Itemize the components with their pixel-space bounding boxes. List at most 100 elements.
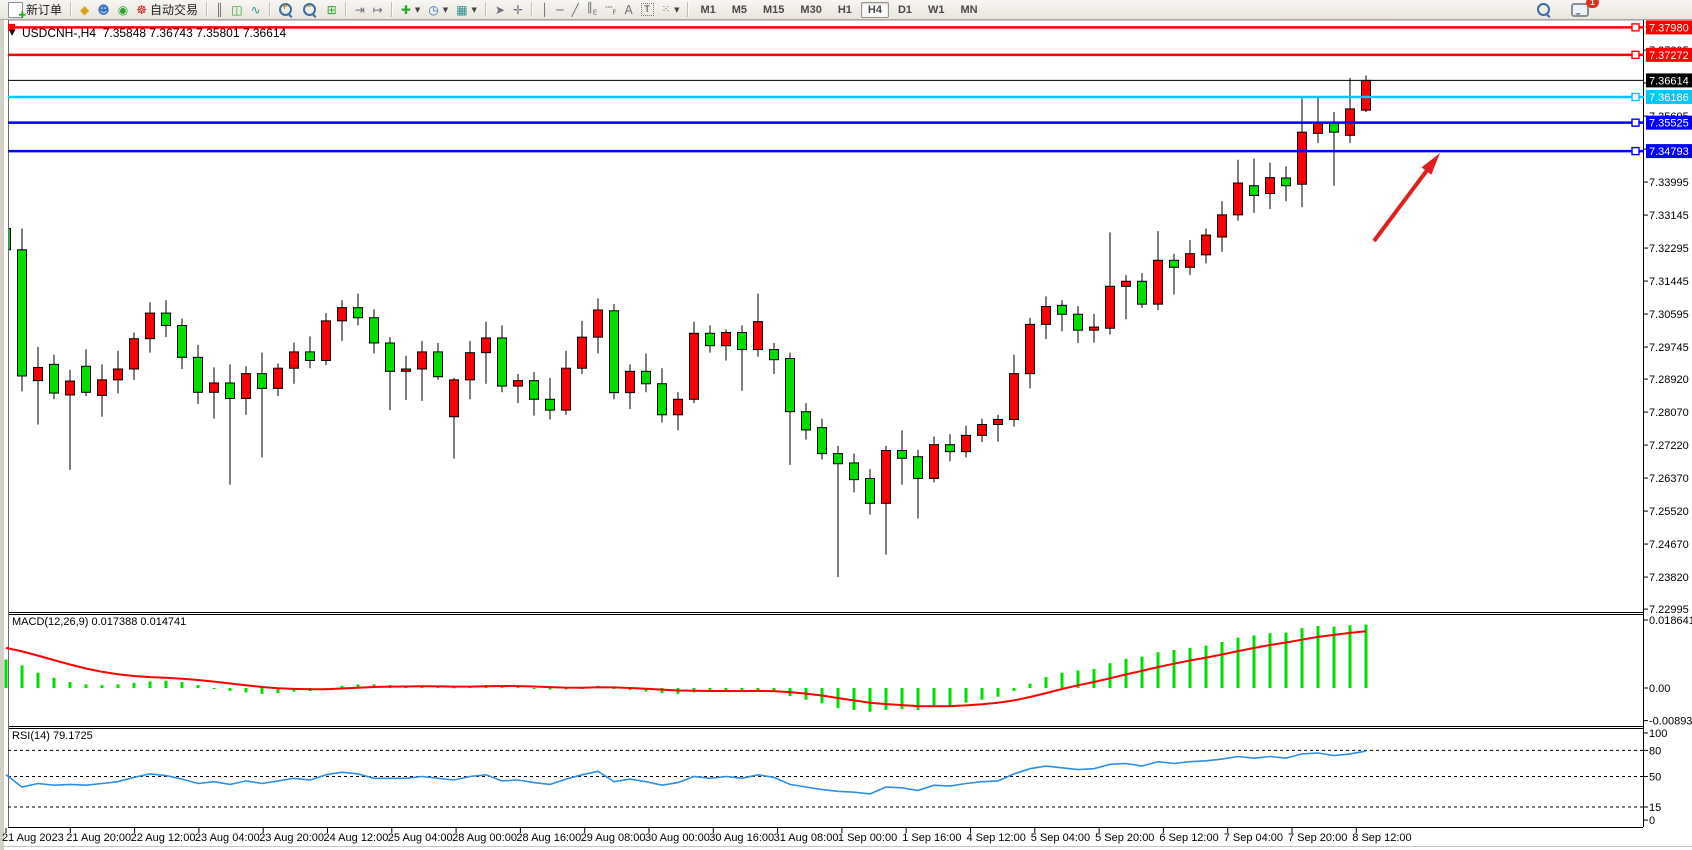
toolbar-separator (531, 2, 534, 17)
tf-m1-button[interactable]: M1 (693, 2, 722, 18)
hline-7.34793[interactable] (8, 146, 1644, 156)
candlestick-icon: ◫ (231, 2, 243, 17)
tf-m15-button[interactable]: M15 (756, 2, 791, 18)
new-order-button[interactable]: ✚ 新订单 (4, 1, 66, 21)
candle-body (465, 352, 475, 381)
price-tick-label: 7.28920 (1649, 374, 1689, 386)
line-chart-button[interactable]: ∿ (247, 1, 265, 19)
signals-button[interactable]: ◉ (114, 1, 132, 19)
hline-handle[interactable] (1631, 146, 1640, 156)
hline-7.37272[interactable] (8, 50, 1644, 60)
macd-bar (196, 685, 200, 689)
candle-body (225, 382, 235, 399)
search-button[interactable] (1533, 1, 1557, 19)
tf-h4-button[interactable]: H4 (860, 1, 889, 18)
tf-m30-button[interactable]: M30 (793, 2, 828, 18)
equidistant-channel-button[interactable]: ∥E (583, 0, 601, 19)
chart-menu-triangle-icon[interactable]: ▼ (9, 28, 16, 37)
time-label: 7 Sep 20:00 (1288, 832, 1347, 844)
rsi-indicator-label: RSI(14) 79.1725 (12, 730, 93, 742)
candle-body (785, 358, 795, 413)
hline-handle[interactable] (1631, 23, 1640, 32)
indicators-icon: ✚ (400, 2, 411, 17)
text-label-button[interactable]: T (637, 1, 658, 19)
candle-body (689, 332, 699, 400)
text-button[interactable]: A (620, 1, 636, 19)
candle-body (481, 337, 491, 354)
chart-shift-button[interactable]: ↦ (369, 1, 387, 19)
zoom-in-button[interactable]: + (275, 1, 299, 19)
hline-handle[interactable] (8, 23, 15, 31)
candlestick-chart-button[interactable]: ◫ (227, 1, 246, 19)
candle-body (1201, 234, 1211, 256)
hline-handle[interactable] (1631, 92, 1640, 102)
tile-windows-button[interactable]: ⊞ (323, 1, 341, 19)
crosshair-button[interactable]: ✛ (509, 1, 527, 19)
search-icon (1537, 3, 1550, 16)
arrows-button[interactable]: ⁙ ▼ (658, 1, 684, 19)
price-tag-7.34793: 7.34793 (1646, 144, 1692, 159)
macd-axis[interactable]: 0.018641 0.00 -0.008934 (1643, 615, 1692, 728)
candle-body (257, 373, 267, 389)
chart-shift-icon: ↦ (372, 2, 383, 17)
chevron-down-icon: ▼ (674, 5, 680, 14)
candles (9, 75, 1371, 578)
candle-body (145, 312, 155, 340)
indicators-button[interactable]: ✚ ▼ (397, 1, 424, 19)
macd-bar (1012, 688, 1016, 691)
zoom-out-button[interactable]: − (299, 1, 323, 19)
bar-chart-button[interactable]: ║ (212, 1, 227, 19)
tf-h1-button[interactable]: H1 (831, 2, 859, 18)
time-axis[interactable]: 21 Aug 2023 21 Aug 20:00 22 Aug 12:00 23 Au… (2, 828, 1412, 844)
macd-bar (1236, 637, 1240, 689)
auto-scroll-button[interactable]: ⇥ (351, 1, 369, 19)
fibonacci-button[interactable]: ┄F (601, 0, 620, 19)
hline-handle[interactable] (1631, 50, 1640, 60)
metaeditor-button[interactable]: ◆ (76, 1, 93, 19)
rsi-axis[interactable]: 100 80 50 150 (1643, 728, 1667, 827)
templates-button[interactable]: ▦ ▼ (452, 1, 481, 19)
time-label: 31 Aug 08:00 (774, 832, 839, 844)
candle-body (273, 367, 283, 389)
hline-7.36186[interactable] (8, 92, 1644, 102)
macd-bar (1268, 633, 1272, 689)
vertical-line-button[interactable]: │ (537, 1, 552, 19)
time-label: 28 Aug 16:00 (516, 832, 581, 844)
periods-button[interactable]: ◷ ▼ (424, 1, 452, 19)
trendline-button[interactable]: ╱ (568, 1, 583, 19)
hline-7.37980[interactable] (8, 23, 1644, 32)
time-label: 4 Sep 12:00 (967, 832, 1026, 844)
timeframe-toolbar: M1 M5 M15 M30 H1 H4 D1 W1 MN (693, 1, 985, 18)
price-tick-label: 7.27220 (1649, 440, 1689, 452)
autotrading-button[interactable]: ☸ 自动交易 (132, 1, 202, 19)
autotrading-icon: ☸ (136, 2, 148, 17)
candle-body (849, 462, 859, 481)
price-tick-label: 7.33145 (1649, 210, 1689, 222)
tile-windows-icon: ⊞ (326, 2, 337, 17)
chat-button[interactable]: 1 (1567, 0, 1599, 19)
macd-indicator (4, 624, 1368, 712)
tf-m5-button[interactable]: M5 (725, 2, 754, 18)
tf-mn-button[interactable]: MN (954, 2, 985, 18)
time-label: 5 Sep 20:00 (1095, 832, 1154, 844)
macd-bar (1060, 672, 1064, 689)
price-tick-label: 7.28070 (1649, 407, 1689, 419)
auto-scroll-icon: ⇥ (354, 2, 365, 17)
macd-bar (948, 688, 952, 706)
candle-body (49, 363, 59, 394)
macd-bar (548, 688, 552, 690)
trend-arrow[interactable] (1372, 153, 1440, 243)
tf-w1-button[interactable]: W1 (921, 2, 952, 18)
candle-body (417, 351, 427, 370)
macd-bar (884, 688, 888, 710)
horizontal-line-button[interactable]: ─ (552, 1, 567, 19)
hline-7.35525[interactable] (8, 118, 1644, 127)
community-button[interactable]: ☻ (93, 1, 114, 19)
candle-body (529, 380, 539, 400)
time-label: 22 Aug 12:00 (131, 832, 196, 844)
hline-handle[interactable] (1631, 118, 1640, 127)
tf-d1-button[interactable]: D1 (891, 2, 919, 18)
price-axis[interactable]: 7.373957.365457.356957.348457.339957.331… (1643, 45, 1689, 616)
cursor-button[interactable]: ➤ (491, 1, 509, 19)
